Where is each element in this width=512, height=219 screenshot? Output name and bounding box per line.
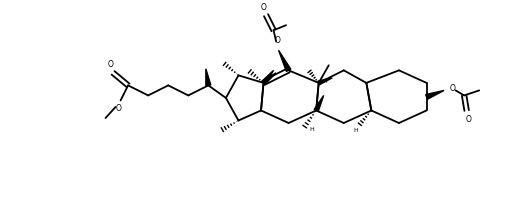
Text: H: H bbox=[353, 128, 358, 133]
Text: O: O bbox=[465, 115, 471, 124]
Text: O: O bbox=[115, 104, 121, 113]
Text: O: O bbox=[274, 36, 280, 45]
Text: O: O bbox=[108, 60, 114, 69]
Polygon shape bbox=[314, 95, 324, 111]
Text: O: O bbox=[450, 84, 456, 94]
Text: H: H bbox=[310, 127, 314, 132]
Polygon shape bbox=[262, 73, 276, 85]
Polygon shape bbox=[425, 90, 444, 99]
Polygon shape bbox=[262, 70, 273, 84]
Polygon shape bbox=[318, 78, 332, 85]
Polygon shape bbox=[206, 69, 211, 86]
Text: H: H bbox=[323, 79, 328, 84]
Text: O: O bbox=[261, 3, 266, 12]
Polygon shape bbox=[279, 50, 291, 71]
